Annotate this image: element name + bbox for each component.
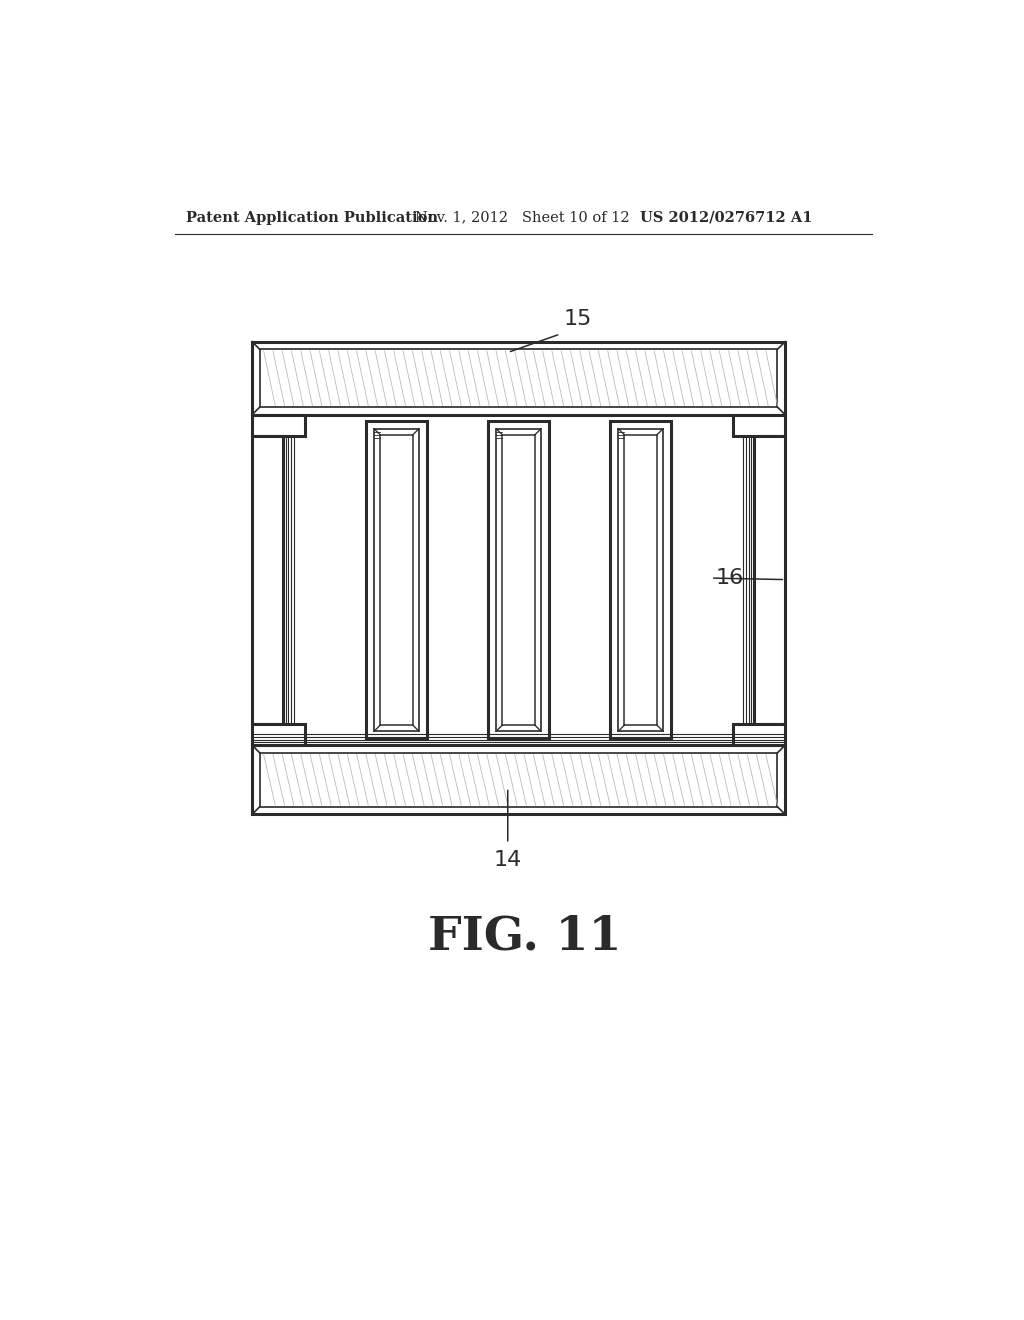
- Bar: [252, 342, 785, 414]
- Text: US 2012/0276712 A1: US 2012/0276712 A1: [640, 211, 812, 224]
- Bar: [488, 421, 549, 739]
- Bar: [496, 429, 541, 731]
- Bar: [252, 723, 305, 744]
- Text: FIG. 11: FIG. 11: [428, 913, 622, 960]
- Bar: [732, 414, 785, 437]
- Bar: [503, 434, 535, 725]
- Bar: [755, 437, 785, 723]
- Bar: [252, 744, 785, 814]
- Text: 16: 16: [716, 568, 743, 587]
- Bar: [260, 350, 777, 407]
- Bar: [618, 429, 664, 731]
- Bar: [367, 421, 427, 739]
- Text: Patent Application Publication: Patent Application Publication: [186, 211, 438, 224]
- Bar: [380, 434, 413, 725]
- Bar: [625, 434, 657, 725]
- Bar: [610, 421, 671, 739]
- Bar: [260, 752, 777, 807]
- Bar: [732, 723, 785, 744]
- Bar: [252, 414, 305, 437]
- Text: 15: 15: [563, 309, 592, 330]
- Bar: [252, 437, 283, 723]
- Text: Nov. 1, 2012   Sheet 10 of 12: Nov. 1, 2012 Sheet 10 of 12: [415, 211, 630, 224]
- Bar: [374, 429, 419, 731]
- Text: 14: 14: [494, 850, 522, 870]
